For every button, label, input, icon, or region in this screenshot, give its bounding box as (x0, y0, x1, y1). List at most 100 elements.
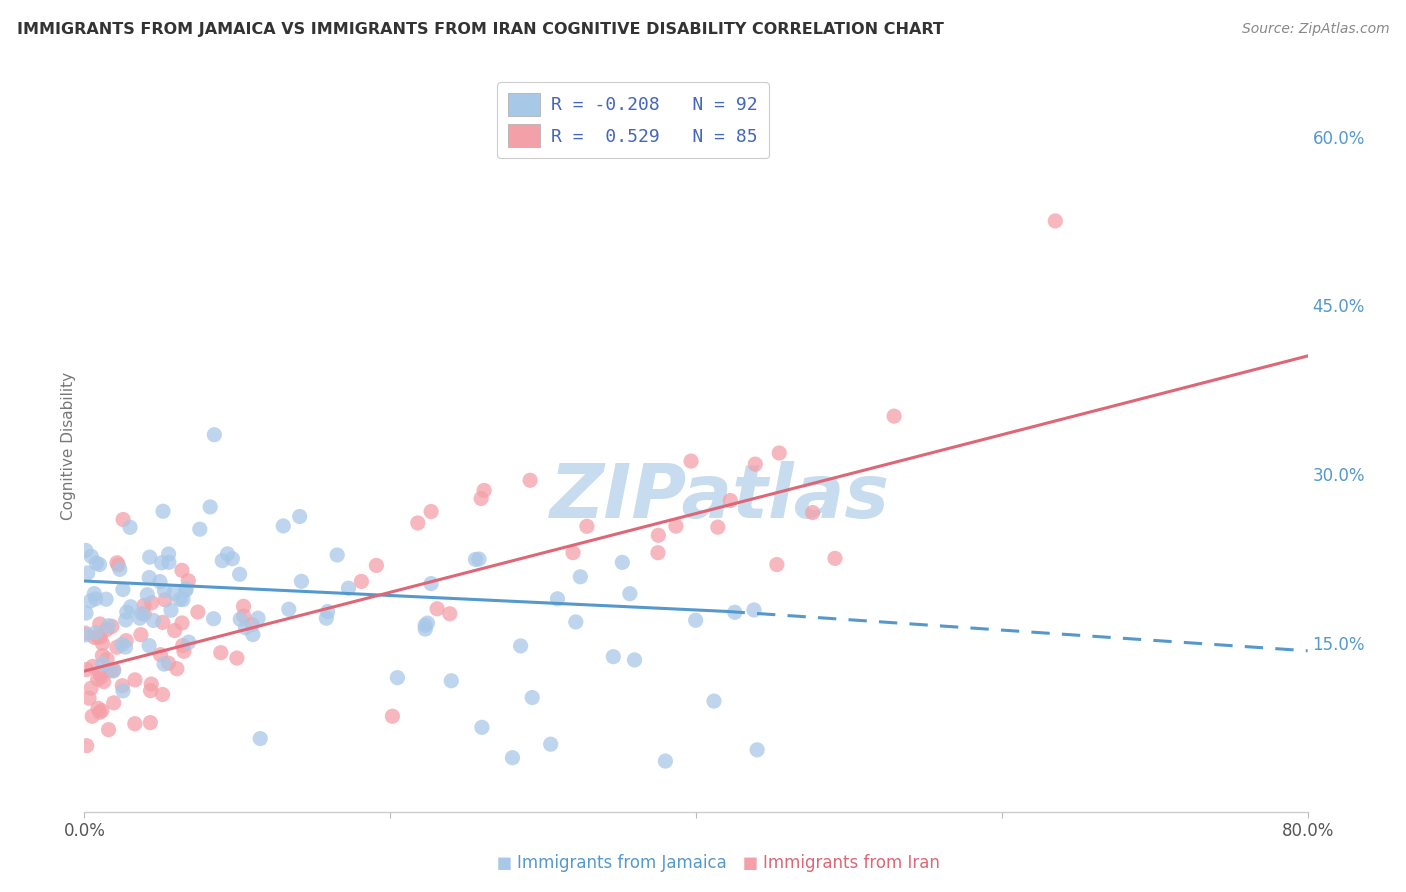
Point (84, 625, 107, 640)
Point (89, 558, 111, 572)
Point (163, 586, 186, 600)
Point (153, 583, 176, 598)
Point (97, 618, 120, 632)
Point (90, 670, 112, 684)
Point (96, 652, 118, 666)
Point (742, 603, 765, 617)
Point (381, 709, 404, 723)
Point (406, 516, 429, 530)
Text: Immigrants from Jamaica: Immigrants from Jamaica (517, 855, 727, 872)
Point (89, 706, 111, 720)
Point (221, 551, 243, 566)
Point (150, 556, 173, 570)
Point (90, 704, 112, 718)
Point (290, 574, 312, 589)
Point (149, 574, 172, 589)
Point (87, 701, 110, 715)
Point (202, 612, 225, 626)
Point (100, 664, 122, 678)
Point (160, 603, 183, 617)
Point (97, 723, 120, 737)
Point (80, 549, 103, 564)
Point (277, 602, 299, 616)
Point (685, 613, 707, 627)
Point (249, 731, 271, 746)
Point (546, 591, 568, 606)
Point (229, 612, 252, 626)
Point (187, 605, 209, 619)
Point (464, 552, 486, 566)
Point (169, 592, 191, 607)
Point (111, 679, 134, 693)
Point (83, 586, 105, 600)
Text: Immigrants from Iran: Immigrants from Iran (763, 855, 941, 872)
Point (565, 615, 588, 629)
Point (129, 628, 152, 642)
Point (172, 592, 194, 607)
Point (115, 633, 138, 648)
Point (619, 587, 641, 601)
Text: IMMIGRANTS FROM JAMAICA VS IMMIGRANTS FROM IRAN COGNITIVE DISABILITY CORRELATION: IMMIGRANTS FROM JAMAICA VS IMMIGRANTS FR… (17, 22, 943, 37)
Point (138, 570, 160, 584)
Point (152, 504, 174, 518)
Point (77, 691, 100, 706)
Text: ▪: ▪ (742, 852, 759, 875)
Point (111, 637, 134, 651)
Point (612, 555, 634, 569)
Point (80, 681, 103, 695)
Point (502, 750, 524, 764)
Point (440, 673, 463, 688)
Point (326, 548, 349, 562)
Point (703, 694, 725, 708)
Point (174, 582, 197, 596)
Point (188, 522, 211, 536)
Point (575, 519, 598, 533)
Point (141, 677, 163, 691)
Point (105, 640, 128, 655)
Point (75, 543, 97, 558)
Text: ZIPatlas: ZIPatlas (550, 460, 890, 533)
Point (112, 512, 135, 526)
Point (82, 659, 104, 673)
Point (471, 720, 494, 734)
Point (108, 562, 131, 576)
Point (679, 454, 702, 468)
Point (157, 656, 180, 670)
Point (79, 594, 101, 608)
Point (152, 615, 174, 630)
Point (89, 667, 111, 681)
Point (540, 737, 562, 751)
Point (170, 563, 193, 577)
Point (569, 570, 592, 584)
Point (202, 427, 225, 442)
Point (232, 599, 254, 614)
Point (114, 613, 136, 627)
Point (228, 567, 250, 582)
Point (134, 607, 156, 621)
Point (226, 651, 249, 665)
Y-axis label: Cognitive Disability: Cognitive Disability (60, 372, 76, 520)
Point (94, 592, 117, 607)
Point (86, 556, 108, 570)
Point (111, 684, 134, 698)
Point (768, 446, 790, 460)
Point (439, 607, 461, 621)
Point (142, 614, 165, 628)
Point (747, 743, 769, 757)
Point (86, 630, 108, 644)
Point (562, 545, 585, 559)
Point (420, 576, 443, 591)
Point (647, 546, 669, 560)
Point (170, 615, 193, 630)
Point (76, 566, 98, 580)
Point (232, 609, 254, 624)
Point (509, 639, 531, 653)
Point (744, 457, 766, 471)
Point (75, 626, 97, 640)
Point (73, 628, 96, 642)
Point (141, 596, 163, 610)
Point (647, 528, 669, 542)
Point (153, 592, 176, 607)
Point (211, 554, 233, 568)
Point (724, 605, 747, 619)
